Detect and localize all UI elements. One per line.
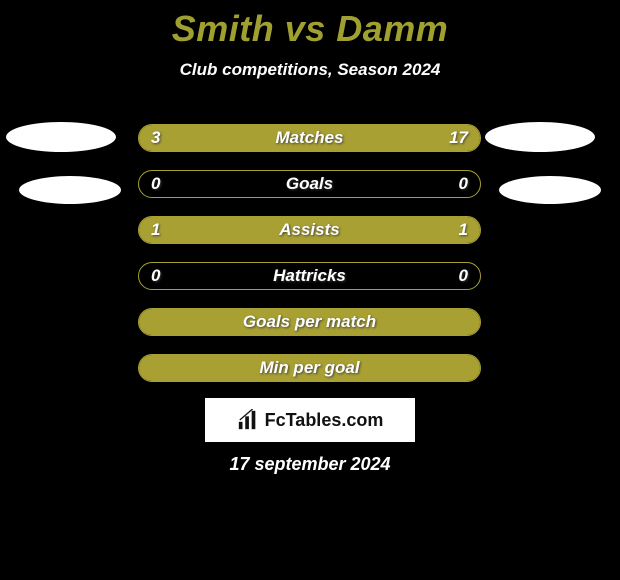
stat-bar: Goals per match [138, 308, 481, 336]
logo-text: FcTables.com [265, 410, 384, 431]
date-line: 17 september 2024 [0, 454, 620, 475]
bar-label: Goals [139, 171, 480, 197]
stat-bar: 317Matches [138, 124, 481, 152]
bar-label: Goals per match [139, 309, 480, 335]
player-right-top-ellipse [485, 122, 595, 152]
bar-label: Min per goal [139, 355, 480, 381]
stat-bar: 00Goals [138, 170, 481, 198]
bar-label: Matches [139, 125, 480, 151]
page-title: Smith vs Damm [0, 0, 620, 50]
stat-bar: Min per goal [138, 354, 481, 382]
fctables-logo: FcTables.com [205, 398, 415, 442]
bar-label: Hattricks [139, 263, 480, 289]
player-right-bottom-ellipse [499, 176, 601, 204]
player-left-top-ellipse [6, 122, 116, 152]
stat-bar: 00Hattricks [138, 262, 481, 290]
player-left-bottom-ellipse [19, 176, 121, 204]
stats-bars: 317Matches 00Goals 11Assists 00Hattricks Goa… [138, 124, 481, 400]
stat-bar: 11Assists [138, 216, 481, 244]
bar-label: Assists [139, 217, 480, 243]
subtitle: Club competitions, Season 2024 [0, 60, 620, 80]
chart-icon [237, 409, 259, 431]
